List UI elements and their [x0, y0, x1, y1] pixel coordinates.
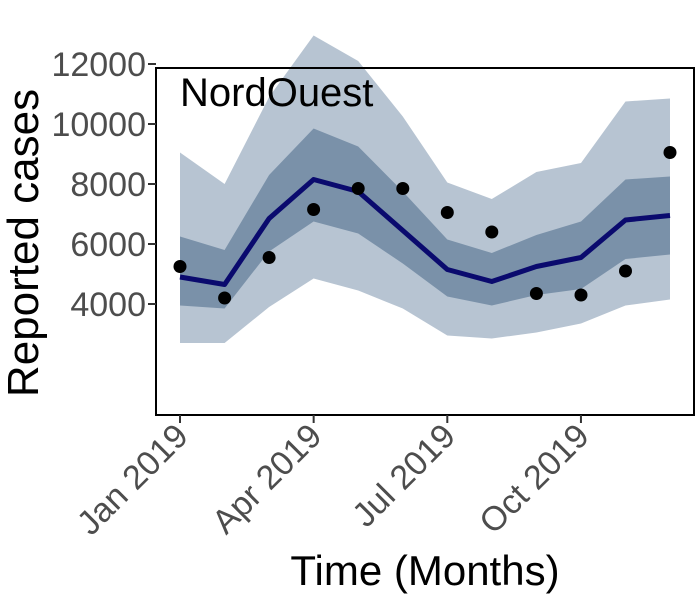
- y-axis-label: Reported cases: [0, 89, 48, 397]
- observed-point: [619, 264, 632, 278]
- median-line-group: [179, 177, 671, 287]
- median-line: [179, 177, 671, 287]
- x-tick-label: Jan 2019: [70, 417, 196, 543]
- observed-point: [396, 182, 410, 195]
- plot-panel-border: [155, 67, 695, 416]
- observed-point: [351, 182, 365, 195]
- x-tick-label: Oct 2019: [472, 417, 596, 541]
- panel-label: NordOuest: [180, 71, 373, 115]
- x-tick-label: Apr 2019: [205, 417, 329, 541]
- y-tick-label: 12000: [51, 46, 146, 84]
- y-tick-label: 10000: [51, 106, 146, 144]
- observed-point: [529, 287, 543, 300]
- observed-point: [307, 203, 321, 216]
- observed-point: [574, 288, 588, 302]
- observed-point: [173, 260, 187, 273]
- observed-point: [663, 146, 677, 159]
- x-axis-label: Time (Months): [290, 547, 559, 594]
- y-tick-label: 8000: [70, 166, 146, 204]
- observed-point: [262, 251, 276, 264]
- y-tick-label: 6000: [70, 226, 146, 264]
- observed-point: [218, 291, 232, 305]
- x-tick-label: Jul 2019: [345, 417, 463, 535]
- y-axis: 4000 6000 8000 10000 12000: [51, 46, 156, 324]
- observed-points-group: [173, 146, 677, 305]
- observed-point: [485, 225, 499, 239]
- x-axis: Jan 2019 Apr 2019 Jul 2019 Oct 2019: [70, 415, 597, 543]
- y-tick-label: 4000: [70, 286, 146, 324]
- observed-point: [440, 206, 454, 219]
